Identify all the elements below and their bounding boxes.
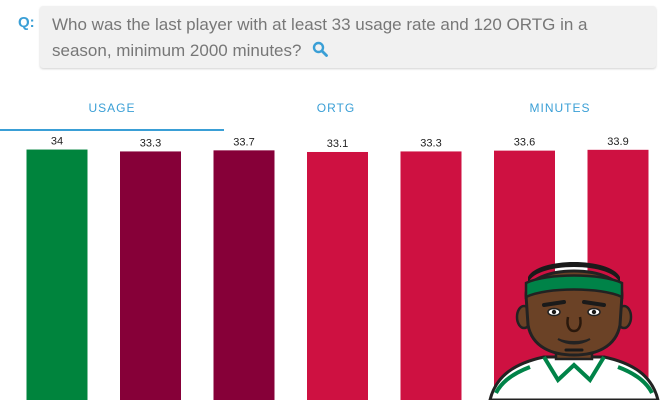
- bar-value-label-3: 33.1: [327, 138, 348, 150]
- question-prefix: Q:: [18, 14, 35, 31]
- question-text: Who was the last player with at least 33…: [52, 15, 588, 60]
- bar-2: [213, 150, 275, 400]
- bar-1: [120, 151, 181, 400]
- bar-4: [400, 151, 462, 400]
- bar-value-label-1: 33.3: [140, 137, 161, 149]
- tab-usage[interactable]: USAGE: [0, 94, 224, 131]
- search-icon[interactable]: [312, 39, 329, 65]
- bar-value-label-5: 33.6: [514, 137, 535, 149]
- tab-minutes[interactable]: MINUTES: [529, 101, 591, 115]
- bar-value-label-2: 33.7: [233, 136, 254, 148]
- stat-tabs: USAGE ORTG MINUTES: [0, 94, 672, 132]
- tab-ortg[interactable]: ORTG: [316, 101, 356, 115]
- bar-value-label-0: 34: [51, 136, 63, 148]
- bar-value-label-4: 33.3: [420, 137, 441, 149]
- bar-3: [307, 151, 368, 400]
- player-avatar-icon: [488, 262, 660, 400]
- bar-0: [26, 149, 88, 400]
- question-box[interactable]: Who was the last player with at least 33…: [40, 6, 656, 68]
- bar-value-label-6: 33.9: [607, 136, 628, 148]
